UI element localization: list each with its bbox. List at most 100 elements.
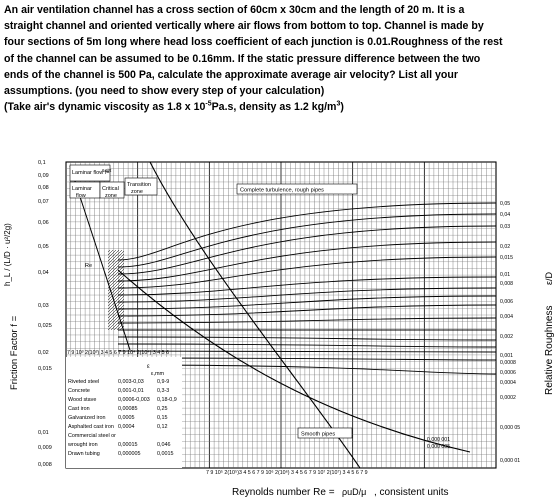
right-tick-label: 0,01 [500,272,510,278]
laminar-flow-eq: 64/R [102,168,112,173]
left-axis-title: Friction Factor f = [9,315,20,390]
laminar-label: Laminar [72,186,92,192]
left-tick-label: 0,01 [38,430,49,436]
eps-000001-label: 0,000 001 [427,437,450,443]
problem-line: An air ventilation channel has a cross s… [4,4,465,16]
roughness-curve [117,357,497,361]
table-eps-ft: 0,0005 [118,415,135,421]
problem-line: straight channel and oriented vertically… [4,20,484,33]
problem-line: ends of the channel is 500 Pa, calculate… [4,68,458,81]
left-tick-label: 0,02 [38,350,49,356]
roughness-curve [117,256,497,289]
right-tick-label: 0,05 [500,201,510,207]
left-tick-label: 0,025 [38,323,52,329]
chart-grid [65,162,496,468]
left-tick-label: 0,009 [38,445,52,451]
right-tick-label: 0,001 [500,353,513,359]
table-eps-ft: 0,00085 [118,406,138,412]
problem-line: of the channel can be assumed to be 0.16… [4,52,481,65]
table-header-eps-mm: ε,mm [151,371,165,377]
left-tick-label: 0,08 [38,185,49,191]
left-tick-label: 0,008 [38,462,52,468]
right-tick-label: 0,015 [500,255,513,261]
right-tick-label: 0,002 [500,334,513,340]
transition-box [124,177,158,196]
right-tick-label: 0,004 [500,314,513,320]
x-axis-formula: ρuD/μ [342,487,366,497]
re-cr-label: Re [85,263,92,269]
table-eps-mm: 0,12 [157,424,168,430]
table-material: Commercial steel or [68,433,116,439]
right-axis-ticks: 0,05 0,04 0,03 0,02 0,015 0,01 0,008 0,006 0,004… [500,201,520,464]
table-material: Galvanized iron [68,415,105,421]
top-reynolds-ticks: 7 9 10³ 2(10³) 3 4 5 6 7 9 10⁴ 2(10⁴) 3 … [67,350,169,356]
left-axis-ticks: 0,1 0,09 0,08 0,07 0,06 0,05 0,04 0,03 0,025 0,02… [38,160,52,468]
roughness-curve [117,225,497,275]
table-material: Wood stave [68,397,96,403]
complete-turbulence-box [236,183,358,195]
laminar-flow-label: Laminar flow f= [72,170,109,176]
table-material: Cast iron [68,406,90,412]
smooth-pipes-box [297,427,353,439]
left-tick-label: 0,06 [38,220,49,226]
smooth-pipes-label: Smooth pipes [301,432,335,438]
roughness-curve [117,276,497,296]
right-tick-label: 0,03 [500,224,510,230]
left-axis-formula-text: h_L / (L/D · u²/2g) [3,223,12,286]
table-header-eps: ε [147,364,150,370]
right-tick-label: 0,0004 [500,380,516,386]
left-axis-label: Friction Factor f = [9,315,20,390]
table-material: wrought iron [67,442,98,448]
table-material: Concrete [68,388,90,394]
right-axis-title: Relative Roughness [544,306,555,396]
right-tick-label: 0,000 01 [500,458,520,464]
table-eps-ft: 0,00015 [118,442,138,448]
table-eps-ft: 0,001-0,01 [118,388,144,394]
right-tick-label: 0,000 05 [500,425,520,431]
right-tick-label: 0,02 [500,244,510,250]
moody-diagram: Laminar flow f= 64/R Laminar flow Critic… [3,160,555,498]
roughness-curve [117,364,497,375]
roughness-curve [117,350,497,353]
left-tick-label: 0,015 [38,366,52,372]
critical-box [99,181,125,199]
problem-line: (Take air's dynamic viscosity as 1.8 x 1… [4,100,344,114]
left-tick-label: 0,05 [38,244,49,250]
table-material: Riveted steel [68,379,99,385]
chart-curves [69,161,497,469]
laminar-label-box [69,164,111,182]
critical-label: Critical [102,186,119,192]
right-tick-label: 0,0002 [500,395,516,401]
roughness-curve [117,241,497,282]
table-rows: Riveted steel 0,003-0,03 0,9-9 Concrete 0,00… [67,379,177,457]
table-eps-ft: 0,000005 [118,451,140,457]
table-eps-mm: 0,15 [157,415,168,421]
roughness-curve [117,287,497,303]
left-axis-formula: h_L / (L/D · u²/2g) [3,223,12,286]
table-eps-mm: 0,046 [157,442,171,448]
bottom-reynolds-ticks: 7 9 10⁵ 2(10⁵)3 4 5 6 7 9 10⁶ 2(10⁶) 3 4… [206,470,368,476]
roughness-curve [117,343,497,348]
transition-label: Transition [127,182,151,188]
roughness-table: ε ε,mm Riveted steel 0,003-0,03 0,9-9 Concr… [66,357,182,468]
smooth-pipe-curve [117,269,471,453]
x-axis-label: Reynolds number Re = [232,487,335,498]
roughness-curve [117,213,497,268]
eps-000005-label: 0,000 005 [427,444,450,450]
table-eps-mm: 0,3-3 [157,388,169,394]
left-tick-label: 0,03 [38,303,49,309]
right-tick-label: 0,006 [500,299,513,305]
right-tick-label: 0,04 [500,212,510,218]
table-material: Drawn tubing [68,451,100,457]
left-tick-label: 0,09 [38,173,49,179]
complete-turbulence-label: Complete turbulence, rough pipes [240,188,324,194]
roughness-curve [117,304,497,317]
table-eps-mm: 0,25 [157,406,168,412]
problem-statement: An air ventilation channel has a cross s… [4,2,554,115]
left-tick-label: 0,07 [38,199,49,205]
roughness-curve [117,295,497,310]
problem-line: four sections of 5m long where head loss… [4,36,503,49]
table-eps-ft: 0,0004 [118,424,135,430]
roughness-curve [117,202,497,261]
roughness-curve [117,317,497,324]
